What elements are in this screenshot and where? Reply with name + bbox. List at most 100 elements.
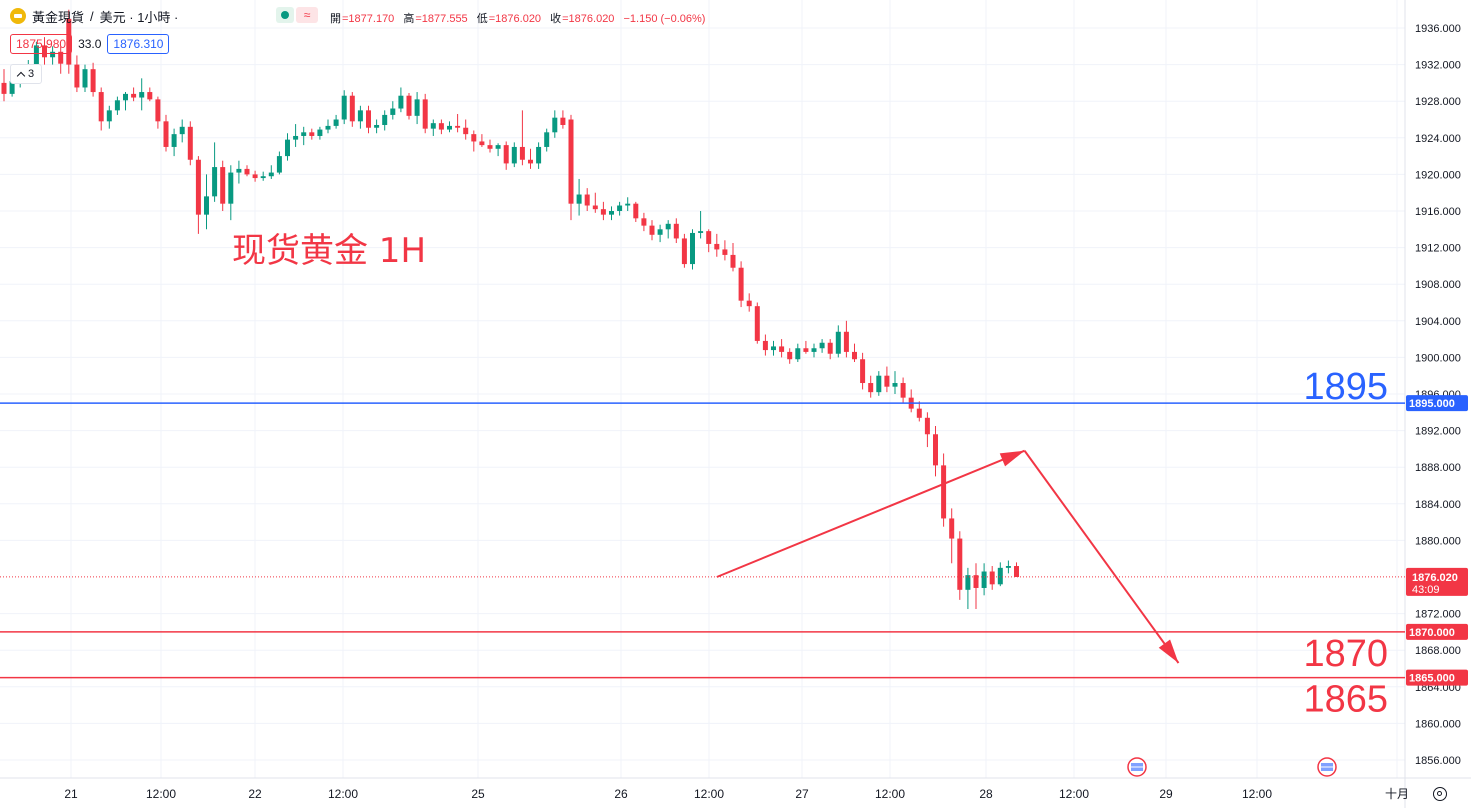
price-tick-label: 1916.000	[1415, 206, 1461, 218]
candle-body	[212, 167, 218, 197]
candle-body	[989, 571, 995, 585]
sell-price-button[interactable]: 1875.980	[10, 34, 73, 54]
price-tick-label: 1932.000	[1415, 60, 1461, 72]
candle-body	[892, 383, 898, 387]
symbol-suffix: 美元 · 1小時 ·	[99, 9, 179, 25]
data-delay-icon[interactable]: ≈	[296, 7, 318, 23]
candle-body	[204, 196, 209, 215]
candle-body	[681, 238, 687, 265]
projection-arrow-head	[999, 450, 1025, 467]
candle-body	[33, 45, 39, 71]
candle-body	[730, 254, 736, 268]
symbol-separator: /	[90, 8, 94, 24]
level-axis-label: 1895.000	[1409, 398, 1455, 410]
candle-body	[123, 93, 128, 101]
time-tick-label: 12:00	[694, 787, 724, 801]
projection-arrow-line	[1023, 450, 1180, 664]
candle-body	[58, 51, 64, 64]
candle-body	[657, 229, 663, 235]
symbol-title[interactable]: 黃金現貨	[32, 9, 85, 25]
candle-body	[220, 167, 226, 204]
candle-body	[171, 134, 177, 147]
candle-body	[600, 209, 606, 215]
candle-body	[382, 114, 388, 125]
level-axis-label-bg	[1406, 623, 1468, 640]
candle-body	[155, 99, 161, 122]
time-tick-label: 28	[979, 787, 993, 801]
candle-body	[106, 110, 112, 122]
candle-body	[422, 99, 428, 129]
candle-body	[511, 146, 517, 164]
symbol-header[interactable]: 黃金現貨 / 美元 · 1小時 ·	[10, 6, 178, 26]
candle-body	[860, 359, 866, 384]
candle-body	[195, 159, 201, 215]
candle-body	[803, 348, 809, 352]
price-tick-label: 1936.000	[1415, 23, 1461, 35]
current-price-label-bg	[1406, 567, 1468, 596]
price-tick-label: 1900.000	[1415, 352, 1461, 364]
candle-body	[916, 408, 922, 418]
candle-body	[187, 126, 193, 160]
candle-body	[163, 121, 169, 147]
projection-arrow-line	[716, 449, 1025, 578]
candle-body	[819, 342, 825, 349]
candle-body	[366, 110, 371, 128]
time-tick-label: 21	[64, 787, 78, 801]
candle-body	[285, 139, 290, 157]
time-tick-label: 12:00	[146, 787, 176, 801]
close-value: =1876.020	[562, 13, 615, 25]
candle-body	[690, 232, 695, 265]
candle-body	[714, 243, 720, 250]
candle-body	[957, 538, 963, 590]
candle-body	[447, 125, 452, 130]
indicator-count: 3	[27, 68, 35, 80]
candle-body	[706, 231, 712, 244]
indicators-toggle[interactable]: 3	[10, 64, 42, 84]
price-tick-label: 1880.000	[1415, 535, 1461, 547]
time-tick-label: 22	[248, 787, 262, 801]
candle-body	[301, 132, 307, 136]
price-tick-label: 1872.000	[1415, 609, 1461, 621]
candle-body	[252, 174, 258, 179]
candle-body	[868, 383, 874, 393]
chart-title-annotation: 现货黄金 1H	[232, 231, 426, 271]
buy-price-button[interactable]: 1876.310	[107, 34, 170, 54]
candle-body	[487, 145, 493, 149]
settings-icon[interactable]	[1433, 787, 1447, 801]
candle-body	[260, 176, 266, 179]
candle-body	[74, 64, 80, 88]
candle-body	[1014, 566, 1019, 577]
time-tick-label: 12:00	[1059, 787, 1089, 801]
candle-body	[625, 203, 631, 206]
candle-body	[536, 146, 542, 164]
candle-body	[722, 249, 728, 255]
candle-body	[349, 95, 355, 122]
level-text-1895: 1895	[1303, 366, 1388, 408]
low-value: =1876.020	[488, 13, 542, 25]
candle-body	[568, 119, 574, 204]
candle-body	[787, 351, 793, 360]
candle-body	[771, 346, 776, 351]
change-value: −1.150 (−0.06%)	[623, 13, 706, 25]
candle-body	[560, 117, 566, 125]
candle-body	[147, 92, 153, 100]
candle-body	[276, 156, 282, 173]
ohlc-legend: 開=1877.170 高=1877.555 低=1876.020 收=1876.…	[330, 10, 711, 26]
time-tick-label: 29	[1159, 787, 1173, 801]
market-open-icon[interactable]	[276, 7, 294, 23]
price-tick-label: 1888.000	[1415, 462, 1461, 474]
candle-body	[876, 375, 882, 393]
spread-value: 33.0	[78, 37, 102, 51]
candle-body	[762, 340, 768, 351]
candle-body	[519, 146, 525, 160]
candle-body	[981, 571, 987, 588]
candle-body	[471, 134, 477, 142]
level-text-1865: 1865	[1303, 679, 1388, 721]
level-axis-label: 1865.000	[1409, 673, 1455, 685]
candle-body	[268, 172, 274, 177]
candle-body	[617, 205, 623, 211]
candle-body	[66, 18, 72, 65]
candle-body	[900, 383, 906, 398]
candle-body	[131, 93, 137, 98]
